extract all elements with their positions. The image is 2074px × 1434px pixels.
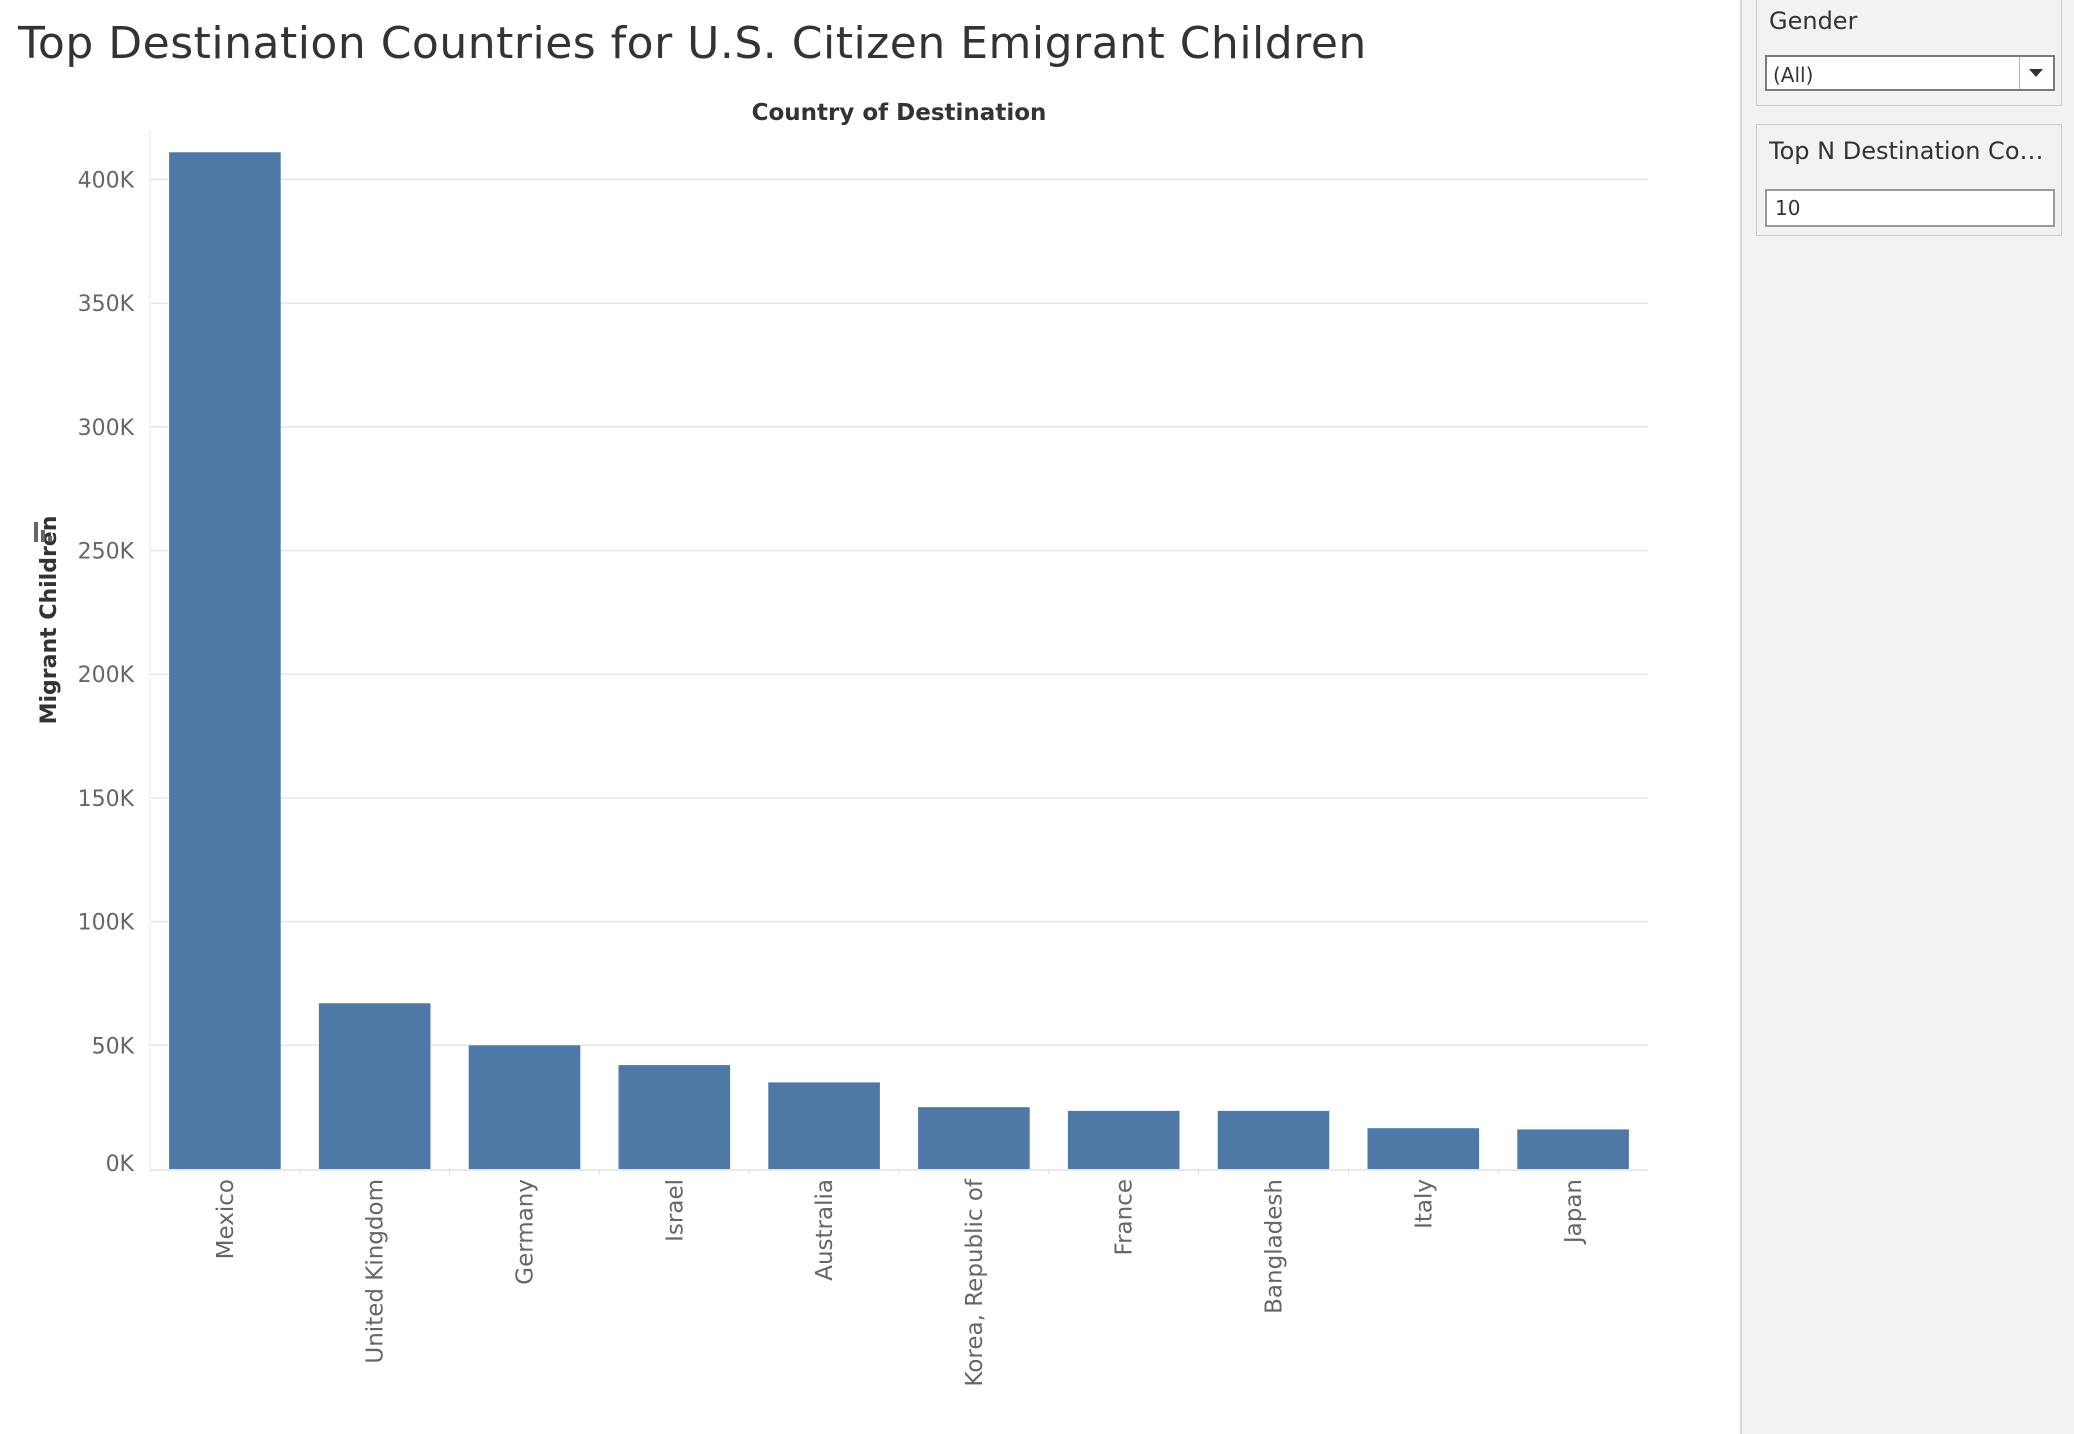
x-tick-label: Australia (812, 1179, 838, 1281)
y-axis-ticks: 0K 50K 100K 150K 200K 250K 300K 350K 400K (78, 168, 135, 1177)
bar-united-kingdom[interactable] (318, 1003, 431, 1169)
bar-chart: 0K 50K 100K 150K 200K 250K 300K 350K 400K Mexico… (34, 100, 1648, 1387)
y-tick-label: 300K (78, 416, 135, 441)
top-n-filter-label: Top N Destination Coun... (1769, 137, 2055, 165)
bars (169, 152, 1629, 1169)
bar-japan[interactable] (1517, 1129, 1629, 1169)
x-tick-label: United Kingdom (363, 1179, 389, 1364)
x-tick-label: Israel (662, 1179, 688, 1242)
bar-bangladesh[interactable] (1217, 1110, 1330, 1169)
x-tick-label: Italy (1411, 1179, 1437, 1229)
top-n-input[interactable] (1767, 191, 2053, 225)
bar-israel[interactable] (618, 1065, 731, 1169)
x-tick-group: Germany (513, 1179, 539, 1285)
x-tick-group: Mexico (213, 1179, 239, 1259)
y-tick-label: 400K (78, 168, 135, 193)
bar-france[interactable] (1067, 1110, 1180, 1169)
y-tick-label: 100K (78, 911, 135, 936)
page-title: Top Destination Countries for U.S. Citiz… (18, 18, 1367, 69)
top-n-filter-card: Top N Destination Coun... (1756, 124, 2062, 236)
y-tick-label: 0K (106, 1152, 135, 1177)
x-tick-label: Japan (1561, 1179, 1587, 1245)
y-tick-label: 350K (78, 292, 135, 317)
gender-filter-label: Gender (1769, 7, 1858, 35)
y-axis-title: Migrant Children (37, 516, 62, 725)
x-tick-group: Israel (662, 1179, 688, 1242)
x-tick-group: Italy (1411, 1179, 1437, 1229)
sort-icon[interactable] (34, 522, 52, 542)
bar-italy[interactable] (1367, 1128, 1480, 1169)
x-tick-group: United Kingdom (363, 1179, 389, 1364)
gender-select-value: (All) (1773, 63, 1814, 87)
dropdown-arrow-icon (2029, 69, 2043, 77)
y-tick-label: 200K (78, 663, 135, 688)
x-tick-label: Bangladesh (1262, 1179, 1288, 1314)
bar-korea-republic-of[interactable] (918, 1107, 1030, 1169)
top-n-field[interactable] (1765, 189, 2055, 227)
filter-sidebar: Gender (All) Top N Destination Coun... (1740, 0, 2074, 1434)
x-tick-label: Korea, Republic of (962, 1178, 988, 1387)
x-tick-label: Germany (513, 1179, 539, 1285)
gender-select-toggle[interactable] (2019, 57, 2053, 89)
x-tick-group: Japan (1561, 1179, 1587, 1245)
y-tick-label: 250K (78, 540, 135, 565)
bar-australia[interactable] (768, 1082, 880, 1169)
y-tick-label: 50K (92, 1034, 135, 1059)
y-axis-title-group: Migrant Children (37, 516, 62, 725)
x-tick-label: Mexico (213, 1179, 239, 1259)
gender-filter-card: Gender (All) (1756, 0, 2062, 106)
x-tick-group: Korea, Republic of (962, 1178, 988, 1387)
bar-mexico[interactable] (169, 152, 281, 1169)
x-tick-label: France (1112, 1179, 1138, 1255)
x-axis-title: Country of Destination (752, 100, 1047, 126)
x-axis-ticks: Mexico United Kingdom Germany Israel Austral… (213, 1169, 1587, 1387)
x-tick-group: Australia (812, 1179, 838, 1281)
y-tick-label: 150K (78, 787, 135, 812)
bar-germany[interactable] (468, 1045, 581, 1169)
gender-select[interactable]: (All) (1765, 55, 2055, 91)
chart-area: 0K 50K 100K 150K 200K 250K 300K 350K 400K Mexico… (0, 80, 1740, 1434)
x-tick-group: Bangladesh (1262, 1179, 1288, 1314)
x-tick-group: France (1112, 1179, 1138, 1255)
